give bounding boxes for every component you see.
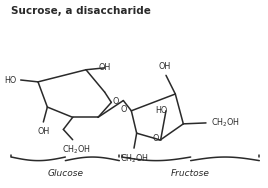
Text: Fructose: Fructose <box>171 169 210 178</box>
Text: OH: OH <box>99 63 111 72</box>
Text: Glucose: Glucose <box>47 169 83 178</box>
Text: OH: OH <box>37 127 50 136</box>
Text: O: O <box>152 134 158 143</box>
Text: OH: OH <box>159 62 171 71</box>
Text: HO: HO <box>155 106 167 115</box>
Text: HO: HO <box>5 76 17 84</box>
Text: CH$_2$OH: CH$_2$OH <box>62 143 91 156</box>
Text: O: O <box>113 97 119 106</box>
Text: Sucrose, a disaccharide: Sucrose, a disaccharide <box>11 6 151 16</box>
Text: CH$_2$OH: CH$_2$OH <box>211 117 240 129</box>
Text: CH$_2$OH: CH$_2$OH <box>120 153 148 165</box>
Text: O: O <box>120 105 126 114</box>
